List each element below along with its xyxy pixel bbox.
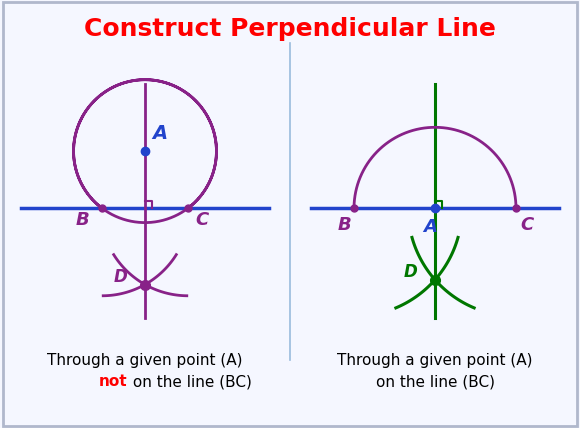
Text: D: D (404, 263, 418, 281)
Text: not: not (99, 374, 127, 389)
Text: D: D (114, 268, 128, 286)
Text: on the line (BC): on the line (BC) (375, 374, 495, 389)
Text: on the line (BC): on the line (BC) (128, 374, 252, 389)
Text: Through a given point (A): Through a given point (A) (47, 353, 243, 368)
Text: C: C (195, 211, 208, 229)
Text: A: A (423, 218, 437, 236)
Text: B: B (76, 211, 90, 229)
Text: B: B (338, 216, 351, 234)
Text: Through a given point (A): Through a given point (A) (337, 353, 533, 368)
Text: C: C (521, 216, 534, 234)
Text: Construct Perpendicular Line: Construct Perpendicular Line (84, 17, 496, 41)
Text: A: A (152, 124, 167, 143)
